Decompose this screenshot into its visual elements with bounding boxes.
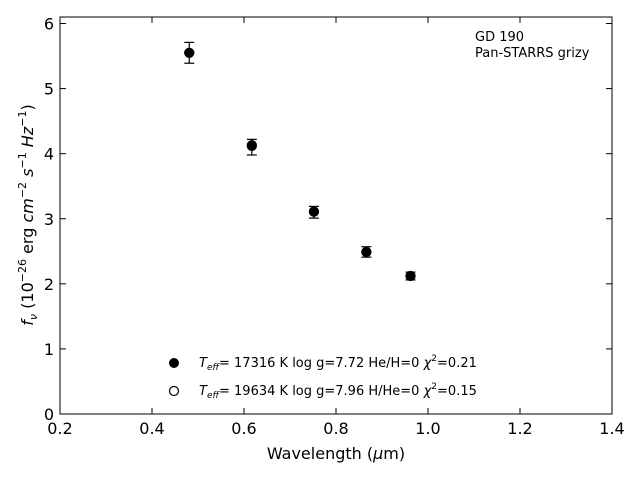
legend-marker-filled — [169, 358, 179, 368]
axis-ticks: 0.2 0.4 0.6 0.8 1.0 1.2 1.4 0 1 2 3 4 5 6 — [44, 15, 625, 438]
y-tick-label: 4 — [44, 145, 54, 164]
x-tick-label: 0.2 — [47, 419, 72, 438]
x-tick-label: 1.0 — [415, 419, 440, 438]
y-tick-label: 0 — [44, 405, 54, 424]
survey-annotation: Pan-STARRS grizy — [475, 46, 590, 61]
model-point-open — [405, 270, 416, 282]
data-points — [184, 41, 416, 282]
legend-marker-open — [168, 385, 180, 397]
x-axis-label: Wavelength (μm) — [267, 444, 405, 463]
y-tick-label: 6 — [44, 15, 54, 34]
star-name-annotation: GD 190 — [475, 30, 524, 45]
model-point-open — [361, 246, 372, 258]
legend-entry-1: Teff= 17316 K log g=7.72 He/H=0 χ2=0.21 — [199, 354, 477, 373]
model-point-open — [308, 206, 320, 217]
legend-entry-2: Teff= 19634 K log g=7.96 H/He=0 χ2=0.15 — [199, 382, 477, 401]
x-tick-label: 1.4 — [599, 419, 624, 438]
y-tick-label: 2 — [44, 275, 54, 294]
plot-frame — [59, 16, 613, 415]
x-tick-label: 0.4 — [139, 419, 164, 438]
x-tick-label: 1.2 — [507, 419, 532, 438]
y-axis-label: fν (10−26 erg cm−2 s−1 Hz−1) — [16, 104, 40, 325]
y-tick-label: 5 — [44, 80, 54, 99]
y-tick-label: 3 — [44, 210, 54, 229]
y-tick-label: 1 — [44, 340, 54, 359]
model-point-open — [184, 47, 195, 58]
model-point-open — [246, 140, 257, 151]
x-tick-label: 0.6 — [231, 419, 256, 438]
x-tick-label: 0.8 — [323, 419, 348, 438]
legend: Teff= 17316 K log g=7.72 He/H=0 χ2=0.21 … — [168, 354, 477, 401]
